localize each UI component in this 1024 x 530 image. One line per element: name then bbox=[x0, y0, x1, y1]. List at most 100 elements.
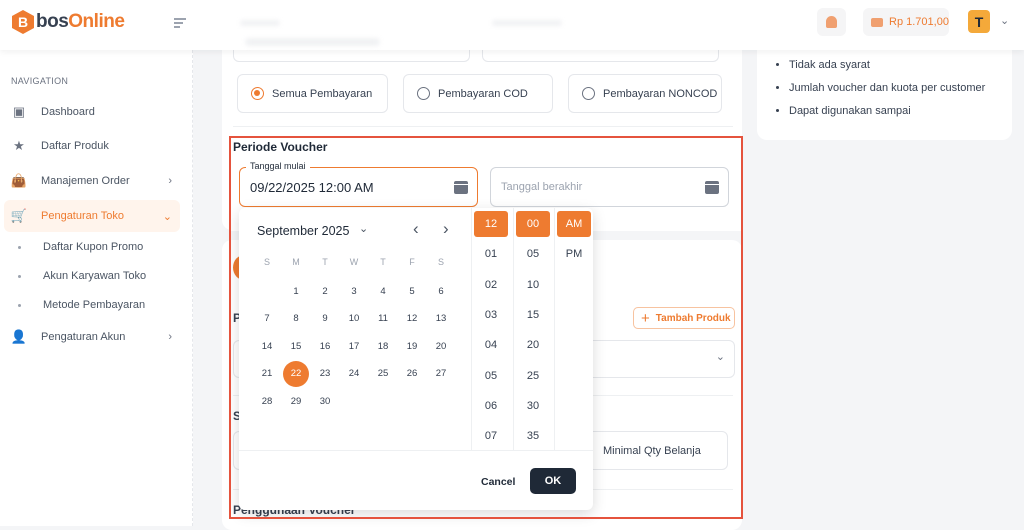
calendar-day[interactable]: 25 bbox=[377, 368, 389, 379]
datetime-picker: September 2025 ⌄ ‹ › S M T W T F S 1 2 3 4 5 6 7 8 9 10 1… bbox=[239, 208, 593, 510]
payment-option-cod[interactable]: Pembayaran COD bbox=[403, 74, 553, 113]
next-month-icon[interactable]: › bbox=[443, 219, 449, 238]
calendar-day[interactable]: 19 bbox=[406, 340, 418, 352]
option-label: Semua Pembayaran bbox=[272, 87, 373, 100]
user-icon: 👤 bbox=[10, 329, 28, 344]
calendar-day[interactable]: 2 bbox=[322, 285, 328, 297]
weekday-header: S bbox=[437, 257, 444, 267]
notification-button[interactable] bbox=[817, 8, 846, 36]
minutes-option[interactable]: 15 bbox=[526, 308, 540, 321]
calendar-day[interactable]: 12 bbox=[406, 313, 418, 324]
sidebar-subitem-karyawan[interactable]: Akun Karyawan Toko bbox=[18, 270, 146, 282]
weekday-header: F bbox=[409, 257, 415, 267]
radio[interactable] bbox=[582, 87, 595, 100]
calendar-day[interactable]: 3 bbox=[351, 285, 357, 297]
weekday-header: T bbox=[380, 257, 386, 267]
payment-option-noncod[interactable]: Pembayaran NONCOD bbox=[568, 74, 722, 113]
calendar-day[interactable]: 6 bbox=[438, 285, 444, 297]
weekday-header: M bbox=[292, 257, 300, 267]
start-date-input[interactable]: Tanggal mulai 09/22/2025 12:00 AM bbox=[239, 161, 478, 207]
ok-button[interactable]: OK bbox=[530, 468, 576, 494]
sidebar-item-label: Pengaturan Akun bbox=[41, 331, 126, 343]
minutes-option[interactable]: 05 bbox=[526, 248, 540, 261]
option-label: Pembayaran NONCOD bbox=[603, 87, 718, 100]
end-date-input[interactable]: Tanggal berakhir bbox=[490, 167, 729, 207]
sidebar-item-daftar-produk[interactable]: ★ Daftar Produk bbox=[4, 130, 180, 162]
ampm-option[interactable]: PM bbox=[565, 248, 583, 261]
balance-amount: Rp 1.701,00 bbox=[889, 16, 949, 28]
calendar-day[interactable]: 29 bbox=[290, 395, 302, 407]
calendar-day[interactable]: 23 bbox=[319, 368, 331, 379]
hours-option[interactable]: 12 bbox=[474, 211, 508, 237]
calendar-day[interactable]: 15 bbox=[290, 340, 302, 352]
chevron-right-icon: › bbox=[168, 175, 172, 187]
month-label[interactable]: September 2025 bbox=[257, 224, 350, 238]
calendar-day[interactable]: 13 bbox=[435, 313, 447, 324]
minutes-option[interactable]: 35 bbox=[526, 430, 540, 443]
sidebar-item-label: Pengaturan Toko bbox=[41, 210, 124, 222]
calendar-day[interactable]: 9 bbox=[322, 313, 328, 324]
calendar-day[interactable]: 10 bbox=[348, 313, 360, 324]
balance-button[interactable]: Rp 1.701,00 bbox=[863, 8, 949, 36]
sidebar bbox=[0, 50, 193, 526]
menu-toggle-icon[interactable] bbox=[174, 18, 186, 28]
calendar-icon[interactable] bbox=[454, 181, 468, 194]
calendar-day[interactable]: 18 bbox=[377, 340, 389, 352]
calendar-day[interactable]: 4 bbox=[380, 285, 386, 297]
minutes-option[interactable]: 00 bbox=[516, 211, 550, 237]
calendar-day[interactable]: 16 bbox=[319, 340, 331, 352]
calendar-day[interactable]: 1 bbox=[293, 285, 299, 297]
payment-option-semua[interactable]: Semua Pembayaran bbox=[237, 74, 388, 113]
add-product-button[interactable]: + Tambah Produk bbox=[633, 307, 735, 329]
nav-heading: NAVIGATION bbox=[11, 76, 69, 86]
minutes-option[interactable]: 10 bbox=[526, 278, 540, 291]
end-date-placeholder: Tanggal berakhir bbox=[501, 181, 583, 193]
calendar-day[interactable]: 5 bbox=[409, 285, 415, 297]
calendar-day[interactable]: 14 bbox=[261, 340, 273, 352]
sidebar-item-dashboard[interactable]: ▣ Dashboard bbox=[4, 96, 180, 128]
sidebar-subitem-pembayaran[interactable]: Metode Pembayaran bbox=[18, 299, 145, 311]
chevron-down-icon[interactable]: ⌄ bbox=[1000, 15, 1010, 27]
summary-item: Tidak ada syarat bbox=[789, 54, 985, 77]
hours-option[interactable]: 02 bbox=[484, 278, 498, 291]
calendar-day[interactable]: 26 bbox=[406, 368, 418, 379]
minutes-option[interactable]: 30 bbox=[526, 399, 540, 412]
radio[interactable] bbox=[417, 87, 430, 100]
logo[interactable]: B bosOnline bbox=[12, 10, 125, 34]
calendar-day[interactable]: 24 bbox=[348, 368, 360, 379]
calendar-day-selected[interactable]: 22 bbox=[283, 360, 309, 387]
sidebar-subitem-kupon[interactable]: Daftar Kupon Promo bbox=[18, 241, 143, 253]
sidebar-item-manajemen-order[interactable]: 👜 Manajemen Order › bbox=[4, 165, 180, 197]
calendar-day[interactable]: 30 bbox=[319, 395, 331, 407]
calendar-day[interactable]: 8 bbox=[293, 313, 299, 324]
calendar-day[interactable]: 17 bbox=[348, 340, 360, 352]
calendar-day[interactable]: 20 bbox=[435, 340, 447, 352]
calendar-day[interactable]: 7 bbox=[264, 313, 270, 324]
calendar-day[interactable]: 28 bbox=[261, 395, 273, 407]
ampm-option[interactable]: AM bbox=[557, 211, 591, 237]
calendar-day[interactable]: 21 bbox=[261, 368, 273, 379]
logo-icon: B bbox=[12, 10, 34, 34]
hours-option[interactable]: 05 bbox=[484, 369, 498, 382]
avatar[interactable]: T bbox=[968, 10, 990, 33]
hours-option[interactable]: 04 bbox=[484, 339, 498, 352]
calendar-icon[interactable] bbox=[705, 181, 719, 194]
calendar-day[interactable]: 27 bbox=[435, 368, 447, 379]
hours-option[interactable]: 01 bbox=[484, 248, 498, 261]
prev-month-icon[interactable]: ‹ bbox=[413, 219, 419, 238]
radio-selected[interactable] bbox=[251, 87, 264, 100]
subitem-label: Metode Pembayaran bbox=[43, 299, 146, 311]
cancel-button[interactable]: Cancel bbox=[481, 476, 516, 488]
hours-option[interactable]: 03 bbox=[484, 308, 498, 321]
hours-option[interactable]: 07 bbox=[484, 430, 498, 443]
star-icon: ★ bbox=[13, 138, 25, 153]
minutes-option[interactable]: 25 bbox=[526, 369, 540, 382]
sidebar-item-pengaturan-toko[interactable]: 🛒 Pengaturan Toko ⌄ bbox=[4, 200, 180, 232]
calendar-day[interactable]: 11 bbox=[378, 313, 388, 324]
chevron-down-icon[interactable]: ⌄ bbox=[359, 223, 369, 235]
hours-option[interactable]: 06 bbox=[484, 399, 498, 412]
monitor-icon: ▣ bbox=[12, 104, 26, 119]
weekday-header: S bbox=[263, 257, 270, 267]
minutes-option[interactable]: 20 bbox=[526, 339, 540, 352]
sidebar-item-pengaturan-akun[interactable]: 👤 Pengaturan Akun › bbox=[4, 321, 180, 353]
